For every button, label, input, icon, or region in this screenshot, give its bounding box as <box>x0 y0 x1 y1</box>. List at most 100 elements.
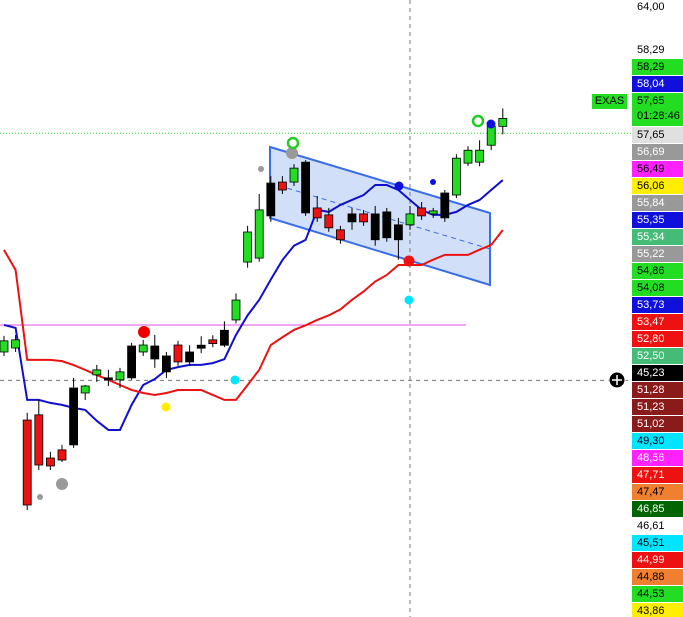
candle-body <box>382 211 392 239</box>
price-badge-text: 55,22 <box>637 248 665 260</box>
candle-body <box>219 329 229 346</box>
signal-dot <box>258 166 264 172</box>
price-badge-text: 56,69 <box>637 146 665 158</box>
candle-body <box>451 157 461 196</box>
price-badge-text: 55,35 <box>637 214 665 226</box>
price-badge-text: 48,56 <box>637 452 665 464</box>
candle-body <box>393 224 403 241</box>
signal-dot <box>486 119 496 129</box>
price-badge: 53,47 <box>632 314 683 330</box>
candle-body <box>208 339 218 345</box>
price-badge-text: 53,73 <box>637 299 665 311</box>
price-badge: 48,56 <box>632 450 683 466</box>
price-badge-text: 44,53 <box>637 588 665 600</box>
symbol-tag: EXAS <box>592 94 627 109</box>
price-badge: 44,99 <box>632 552 683 568</box>
candle-body <box>185 351 195 363</box>
price-badge: 54,08 <box>632 280 683 296</box>
price-badge: 47,71 <box>632 467 683 483</box>
signal-dot <box>403 255 415 267</box>
price-badge: 54,86 <box>632 263 683 279</box>
signal-ring <box>286 136 300 150</box>
price-badge: 51,28 <box>632 382 683 398</box>
candle-body <box>324 214 334 229</box>
price-badge-text: 44,99 <box>637 554 665 566</box>
price-badge-text: 51,28 <box>637 384 665 396</box>
indicator-line <box>3 229 504 401</box>
price-badge-text: 54,86 <box>637 265 665 277</box>
price-badge-text: 58,04 <box>637 78 665 90</box>
candle-body <box>277 181 287 191</box>
price-badge: 55,22 <box>632 246 683 262</box>
price-badge: 57,65 01:28:46 EXAS <box>592 93 683 126</box>
price-badge: 44,88 <box>632 569 683 585</box>
candle-body <box>312 207 322 219</box>
candle-body <box>417 207 427 217</box>
price-badge: 45,23 <box>632 365 683 381</box>
price-badge-text: 47,47 <box>637 486 665 498</box>
candle-body <box>69 387 78 446</box>
price-badge: 55,35 <box>632 212 683 228</box>
price-badge: 46,61 <box>632 518 683 534</box>
candle-body <box>0 340 9 353</box>
price-badge-text: 56,06 <box>637 180 665 192</box>
price-badge: 57,65 <box>632 127 683 143</box>
candle-body <box>22 419 32 506</box>
price-badge-text: 47,71 <box>637 469 665 481</box>
candle-body <box>405 213 415 226</box>
price-badge: 55,84 <box>632 195 683 211</box>
candle-body <box>266 182 276 217</box>
signal-dot <box>430 179 436 185</box>
candle-body <box>428 210 438 215</box>
price-badge: 52,50 <box>632 348 683 364</box>
candle-body <box>161 355 171 373</box>
price-badge-text: 51,23 <box>637 401 665 413</box>
price-axis: 58,29 58,29 58,04 57,65 01:28:46 EXAS 57,65 56,… <box>592 42 683 617</box>
candle-body <box>138 344 148 353</box>
price-badge-text: 58,29 <box>637 44 665 56</box>
candle-body <box>115 371 125 381</box>
price-badge-text: 49,30 <box>637 435 665 447</box>
price-badge-text: 43,86 <box>637 605 665 617</box>
price-badge-text: 46,61 <box>637 520 665 532</box>
price-badge-text: 56,49 <box>637 163 665 175</box>
signal-dot <box>37 494 43 500</box>
signal-dot <box>161 402 171 412</box>
price-badge: 51,23 <box>632 399 683 415</box>
candle-body <box>34 414 44 466</box>
price-badge: 44,53 <box>632 586 683 602</box>
price-badge: 52,80 <box>632 331 683 347</box>
price-badge-text: 57,65 <box>637 129 665 141</box>
candle-body <box>475 149 485 163</box>
y-tick-label: 64,00 <box>637 1 665 13</box>
candle-body <box>231 299 241 321</box>
candle-body <box>440 192 450 219</box>
price-badge-text: 52,50 <box>637 350 665 362</box>
plus-icon <box>612 375 622 385</box>
candle-body <box>92 369 102 376</box>
candle-body <box>243 231 253 263</box>
price-badge: 56,49 <box>632 161 683 177</box>
signal-dot <box>230 375 240 385</box>
price-badge-text: 51,02 <box>637 418 665 430</box>
candle-body <box>289 167 299 183</box>
price-badge-text: 44,88 <box>637 571 665 583</box>
price-badge-text: 55,84 <box>637 197 665 209</box>
price-badge-text: 57,65 <box>637 95 665 107</box>
price-badge-text: 53,47 <box>637 316 665 328</box>
price-badge-text: 45,51 <box>637 537 665 549</box>
price-badge: 53,73 <box>632 297 683 313</box>
candle-body <box>486 125 496 146</box>
candle-body <box>347 213 357 223</box>
candle-body <box>80 385 90 394</box>
candle-body <box>463 149 473 164</box>
price-badge-text: 45,23 <box>637 367 665 379</box>
signal-dot <box>394 181 404 191</box>
candle-body <box>11 339 21 349</box>
signal-dot <box>286 147 298 159</box>
price-badge-text: 55,34 <box>637 231 665 243</box>
candle-body <box>370 213 380 241</box>
price-badge: 56,69 <box>632 144 683 160</box>
